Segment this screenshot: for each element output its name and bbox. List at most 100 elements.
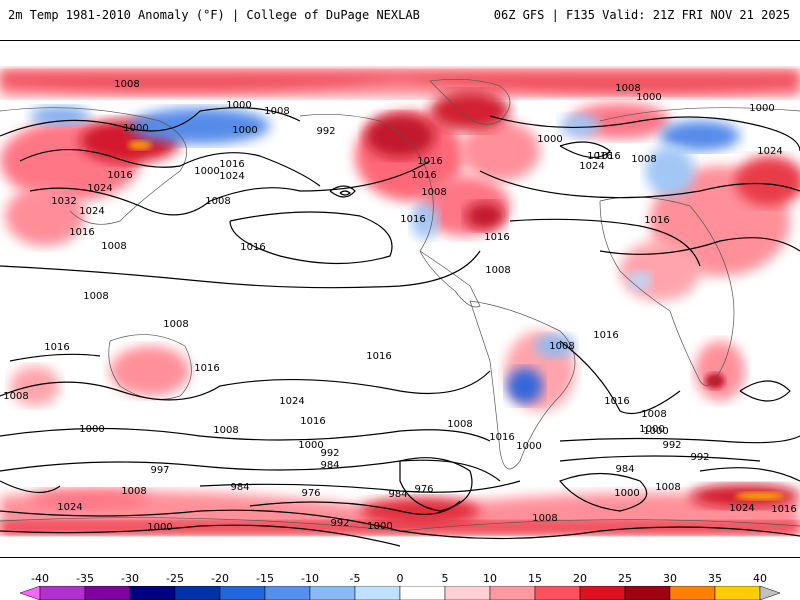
- colorbar: -40 -35 -30 -25 -20 -15 -10 -5 0 5 10 15 20 25 30 35 40: [0, 570, 800, 600]
- isobar-label: 1000: [537, 134, 562, 145]
- isobar-label: 1008: [3, 391, 28, 402]
- colorbar-min-arrow: [19, 586, 41, 600]
- isobar-label: 1016: [644, 215, 669, 226]
- colorbar-tick-label: 10: [483, 572, 497, 585]
- colorbar-swatch: [714, 586, 761, 600]
- colorbar-swatch: [264, 586, 311, 600]
- isobar-label: 1016: [219, 159, 244, 170]
- colorbar-tick-label: -30: [121, 572, 139, 585]
- isobar-label: 1016: [411, 170, 436, 181]
- isobar-label: 1024: [757, 146, 782, 157]
- isobar-label: 1008: [549, 341, 574, 352]
- isobar-label: 1008: [205, 196, 230, 207]
- colorbar-swatch: [219, 586, 266, 600]
- colorbar-tick-label: -35: [76, 572, 94, 585]
- isobar-label: 1000: [79, 424, 104, 435]
- isobar-label: 1000: [614, 488, 639, 499]
- isobar-label: 1000: [194, 166, 219, 177]
- isobar-label: 1016: [194, 363, 219, 374]
- isobar-label: 1008: [532, 513, 557, 524]
- isobar-label: 1000: [147, 522, 172, 533]
- colorbar-tick-label: 0: [396, 572, 404, 585]
- isobar-label: 1016: [593, 330, 618, 341]
- colorbar-tick-label: 5: [441, 572, 449, 585]
- isobar-label: 1000: [232, 125, 257, 136]
- colorbar-tick-label: 30: [663, 572, 677, 585]
- isobar-label: 1008: [485, 265, 510, 276]
- isobar-label: 1016: [69, 227, 94, 238]
- colorbar-swatch: [84, 586, 131, 600]
- isobar-label: 1008: [163, 319, 188, 330]
- map-panel: 1008 1000 1008 1000 992 1000 1016 1024 1016 1024 1…: [0, 40, 800, 558]
- colorbar-tick-label: -10: [301, 572, 319, 585]
- isobar-label: 984: [320, 460, 339, 471]
- isobar-label: 1008: [114, 79, 139, 90]
- isobar-label: 1000: [516, 441, 541, 452]
- isobar-label: 1008: [83, 291, 108, 302]
- isobar-label: 1032: [51, 196, 76, 207]
- isobar-label: 1008: [655, 482, 680, 493]
- isobar-label: 1024: [87, 183, 112, 194]
- isobar-label: 992: [690, 452, 709, 463]
- colorbar-tick-label: -25: [166, 572, 184, 585]
- isobar-label: 1008: [615, 83, 640, 94]
- isobar-label: 1000: [639, 424, 664, 435]
- isobar-label: 984: [230, 482, 249, 493]
- isobar-label: 1000: [749, 103, 774, 114]
- isobar-label: 1024: [79, 206, 104, 217]
- colorbar-tick-labels: -40 -35 -30 -25 -20 -15 -10 -5 0 5 10 15 20 25 30 35 40: [0, 572, 800, 586]
- isobar-label: 1008: [421, 187, 446, 198]
- colorbar-swatch: [534, 586, 581, 600]
- colorbar-tick-label: 35: [708, 572, 722, 585]
- colorbar-tick-label: 15: [528, 572, 542, 585]
- isobar-label: 1016: [489, 432, 514, 443]
- isobar-label: 992: [330, 518, 349, 529]
- colorbar-swatch: [669, 586, 716, 600]
- isobar-label: 1000: [298, 440, 323, 451]
- colorbar-swatch: [489, 586, 536, 600]
- isobar-label: 1024: [579, 161, 604, 172]
- colorbar-swatch: [174, 586, 221, 600]
- isobar-label: 1008: [631, 154, 656, 165]
- isobar-label: 992: [662, 440, 681, 451]
- isobar-label: 1024: [219, 171, 244, 182]
- isobar-label: 1008: [447, 419, 472, 430]
- isobar-label: 976: [301, 488, 320, 499]
- colorbar-max-arrow: [759, 586, 781, 600]
- isobar-label: 1008: [264, 106, 289, 117]
- isobar-label: 1024: [279, 396, 304, 407]
- isobar-label: 1000: [367, 521, 392, 532]
- isobar-label: 1016: [604, 396, 629, 407]
- isobar-label: 992: [316, 126, 335, 137]
- colorbar-tick-label: 25: [618, 572, 632, 585]
- isobar-label: 984: [388, 489, 407, 500]
- colorbar-swatch: [444, 586, 491, 600]
- isobar-label: 1024: [729, 503, 754, 514]
- isobar-label: 1024: [57, 502, 82, 513]
- colorbar-tick-label: -5: [349, 572, 361, 585]
- isobar-label: 997: [150, 465, 169, 476]
- colorbar-swatch: [624, 586, 671, 600]
- isobar-label: 976: [414, 484, 433, 495]
- isobar-label: 992: [320, 448, 339, 459]
- isobar-label: 1016: [400, 214, 425, 225]
- colorbar-tick-label: -15: [256, 572, 274, 585]
- colorbar-tick-label: -20: [211, 572, 229, 585]
- isobar-label: 1016: [771, 504, 796, 515]
- isobar-label: 1016: [417, 156, 442, 167]
- header: 2m Temp 1981-2010 Anomaly (°F) | College…: [0, 0, 800, 28]
- colorbar-tick-label: -40: [31, 572, 49, 585]
- colorbar-swatch: [39, 586, 86, 600]
- isobar-label: 1016: [240, 242, 265, 253]
- isobar-label: 1008: [641, 409, 666, 420]
- model-run-info: 06Z GFS | F135 Valid: 21Z FRI NOV 21 202…: [493, 8, 790, 22]
- isobar-label: 1016: [587, 151, 612, 162]
- map-title: 2m Temp 1981-2010 Anomaly (°F) | College…: [8, 8, 420, 22]
- colorbar-swatch: [309, 586, 356, 600]
- colorbar-tick-label: 40: [753, 572, 767, 585]
- isobar-label: 1000: [226, 100, 251, 111]
- colorbar-tick-label: 20: [573, 572, 587, 585]
- colorbar-swatches: [19, 586, 781, 600]
